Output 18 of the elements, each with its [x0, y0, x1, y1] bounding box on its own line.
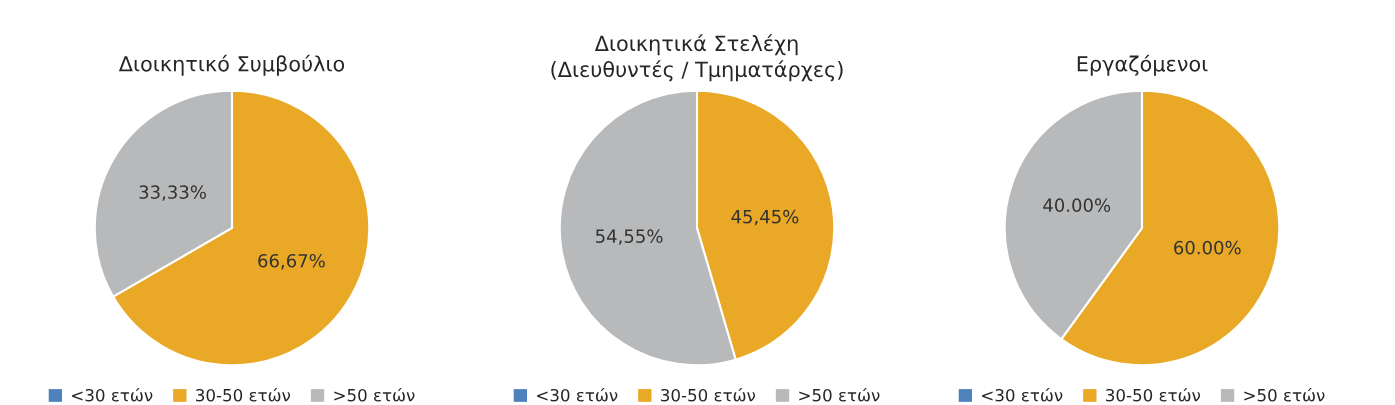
legend-label: >50 ετών — [334, 387, 415, 402]
chart-title: Εργαζόμενοι — [1077, 54, 1208, 76]
data-label: 60.00% — [1174, 240, 1241, 255]
data-label: 54,55% — [596, 229, 663, 245]
legend-label: <30 ετών — [982, 387, 1063, 402]
data-label: 45,45% — [731, 209, 799, 226]
chart-title: Διοικητικό Συμβούλιο — [118, 54, 345, 76]
data-label: 66,67% — [258, 253, 325, 270]
legend-label: 30-50 ετών — [196, 387, 291, 402]
legend-label: 30-50 ετών — [661, 387, 756, 402]
legend-label: 30-50 ετών — [1106, 387, 1201, 402]
chart-title: Διοικητικά Στελέχη (Διευθυντές / Τμηματάρχες) — [551, 34, 843, 82]
legend-label: <30 ετών — [72, 387, 153, 402]
data-label: 33,33% — [139, 185, 206, 201]
data-label: 40.00% — [1043, 198, 1111, 213]
legend-label: >50 ετών — [799, 387, 880, 402]
legend-label: >50 ετών — [1244, 387, 1325, 402]
legend-label: <30 ετών — [537, 387, 618, 402]
